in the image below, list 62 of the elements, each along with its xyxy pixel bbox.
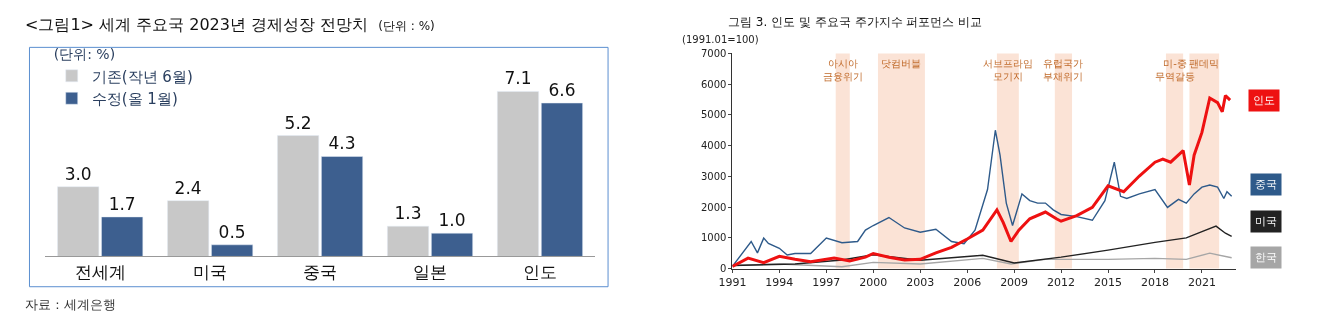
bar [277,135,319,257]
bar [167,200,210,257]
data-label: 3.0 [64,163,92,184]
bar [101,216,144,257]
data-label: 4.3 [328,133,356,154]
x-tick-label: 일본 [413,261,448,282]
x-tick-label: 2015 [1094,275,1123,289]
text: 인도 [1253,94,1275,107]
chart-title: <그림1> 세계 주요국 2023년 경제성장 전망치 [25,15,369,34]
band-label: 유럽국가 부채위기 [1043,58,1083,82]
y-tick-label: 1000 [700,232,727,244]
data-label: 5.2 [284,112,312,133]
bar [57,186,100,257]
x-tick-label: 2012 [1047,275,1076,289]
band-label: 아시아 금융위기 [823,58,863,82]
bar [387,225,429,257]
y-tick-label: 5000 [700,109,727,121]
bar [541,102,583,257]
y-tick-label: 6000 [700,78,727,90]
band-label: 서브프라임 모기지 [983,58,1033,82]
legend-title: (단위: %) [53,46,116,63]
data-label: 1.3 [394,203,422,224]
legend-label: 기존(작년 6월) [91,67,193,86]
data-label: 0.5 [218,221,246,242]
text: 중국 [1255,178,1277,191]
x-tick-label: 2018 [1140,275,1169,289]
x-tick-label: 중국 [303,261,338,282]
text: 한국 [1255,251,1277,264]
bar [431,232,473,257]
data-label: 1.7 [108,193,136,214]
y-axis-title: (1991.01=100) [682,34,759,45]
x-tick-label: 2009 [1000,275,1029,289]
data-label: 6.6 [548,80,576,101]
x-tick-label: 인도 [522,261,557,282]
x-tick-label: 2021 [1187,275,1216,289]
data-label: 7.1 [504,68,532,89]
x-tick-label: 2006 [953,275,982,289]
data-label: 1.0 [438,210,466,231]
band-label: 닷컴버블 [881,58,921,69]
y-tick-label: 0 [720,263,727,275]
x-tick-label: 2000 [859,275,888,289]
x-tick-label: 전세계 [74,261,126,282]
x-tick-label: 1994 [765,275,794,289]
data-label: 2.4 [174,177,202,198]
text: 자료 : 세계은행 [25,297,116,312]
chart-title: 그림 3. 인도 및 주요국 주가지수 퍼포먼스 비교 [728,15,983,29]
band-label: 팬데믹 [1189,58,1219,69]
y-tick-label: 4000 [700,140,727,152]
y-tick-label: 3000 [700,170,727,182]
bar [321,156,363,257]
x-tick-label: 1991 [718,275,747,289]
text: 미국 [1255,215,1277,228]
chart-subtitle: (단위 : %) [378,19,435,33]
legend-label: 수정(올 1월) [91,90,178,109]
x-tick-label: 미국 [193,261,228,282]
line-series [732,94,1232,268]
bar [497,91,539,257]
x-tick-label: 2003 [906,275,935,289]
y-tick-label: 7000 [700,47,727,59]
y-tick-label: 2000 [700,201,727,213]
x-tick-label: 1997 [812,275,841,289]
bar [211,244,254,257]
